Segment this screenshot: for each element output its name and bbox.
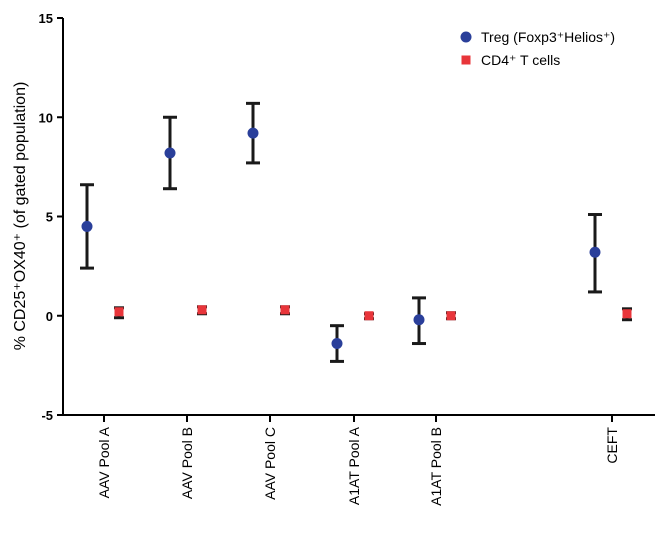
- y-tick-label: 10: [39, 110, 53, 125]
- legend-marker-treg: [460, 31, 472, 43]
- data-point-cd4: [622, 309, 632, 319]
- y-tick-label: 5: [46, 210, 53, 225]
- data-point-cd4: [114, 307, 124, 317]
- data-point-treg: [164, 147, 176, 159]
- data-point-treg: [81, 220, 93, 232]
- x-tick-label: AAV Pool C: [262, 427, 278, 500]
- data-point-treg: [247, 127, 259, 139]
- x-tick-label: AAV Pool B: [179, 427, 195, 499]
- legend: Treg (Foxp3⁺Helios⁺) CD4⁺ T cells: [460, 29, 615, 68]
- y-tick-label: 15: [39, 11, 53, 26]
- legend-label: Treg (Foxp3⁺Helios⁺): [481, 29, 615, 45]
- data-point-cd4: [280, 305, 290, 315]
- legend-marker-cd4: [461, 55, 471, 65]
- x-tick-label: CEFT: [604, 427, 620, 464]
- x-tick-label: A1AT Pool A: [346, 426, 362, 505]
- x-ticks: AAV Pool A AAV Pool B AAV Pool C A1AT Pool …: [96, 415, 620, 506]
- x-tick-label: AAV Pool A: [96, 426, 112, 498]
- data-point-treg: [331, 338, 343, 350]
- data-marks: [80, 101, 632, 363]
- data-point-cd4: [197, 305, 207, 315]
- legend-label: CD4⁺ T cells: [481, 52, 560, 68]
- data-point-treg: [589, 246, 601, 258]
- data-point-cd4: [364, 311, 374, 321]
- y-axis-label: % CD25⁺OX40⁺ (of gated population): [12, 82, 29, 351]
- y-ticks: -5 0 5 10 15: [39, 11, 63, 423]
- y-tick-label: -5: [41, 408, 53, 423]
- data-point-cd4: [446, 311, 456, 321]
- x-tick-label: A1AT Pool B: [428, 427, 444, 506]
- y-tick-label: 0: [46, 309, 53, 324]
- data-point-treg: [413, 314, 425, 326]
